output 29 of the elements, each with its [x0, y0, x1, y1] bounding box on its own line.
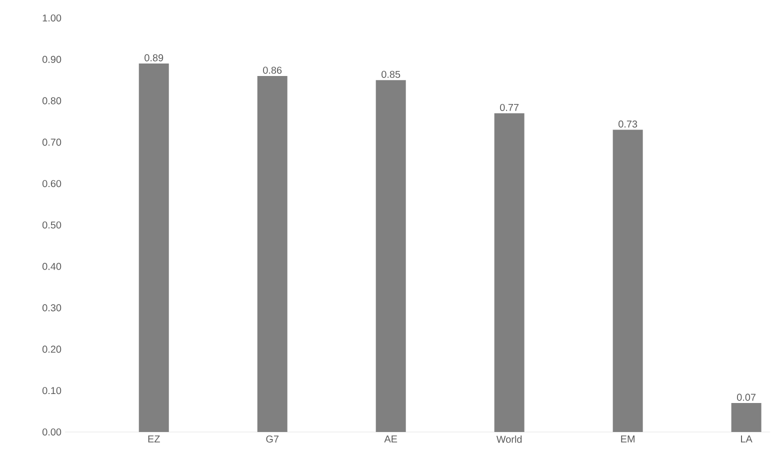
y-tick-label: 0.00: [42, 428, 62, 436]
bar: [138, 64, 169, 432]
bar: [376, 80, 406, 432]
y-tick-label: 1.00: [42, 14, 62, 22]
x-tick-label: AE: [384, 436, 398, 442]
y-tick-label: 0.60: [42, 180, 62, 188]
y-tick-label: 0.50: [42, 221, 62, 229]
x-tick-label: LA: [741, 436, 752, 442]
bar: [612, 130, 643, 432]
y-tick-label: 0.80: [42, 97, 62, 104]
bar: [257, 76, 288, 432]
y-tick-label: 0.20: [42, 346, 62, 353]
y-tick-label: 0.30: [42, 304, 62, 312]
data-label: 0.89: [144, 54, 164, 62]
bar: [731, 403, 762, 432]
y-tick-label: 0.40: [42, 262, 62, 270]
data-label: 0.85: [382, 70, 400, 78]
data-label: 0.07: [737, 394, 756, 401]
x-tick-label: EM: [621, 436, 634, 442]
data-label: 0.77: [500, 104, 519, 112]
bar: [494, 113, 524, 432]
x-tick-label: G7: [266, 436, 279, 443]
x-tick-label: World: [496, 436, 522, 443]
data-label: 0.73: [618, 120, 638, 128]
x-tick-label: EZ: [148, 436, 160, 442]
data-label: 0.86: [263, 66, 282, 74]
y-tick-label: 0.70: [42, 138, 62, 146]
y-tick-label: 0.10: [42, 387, 62, 394]
y-tick-label: 0.90: [42, 56, 62, 63]
